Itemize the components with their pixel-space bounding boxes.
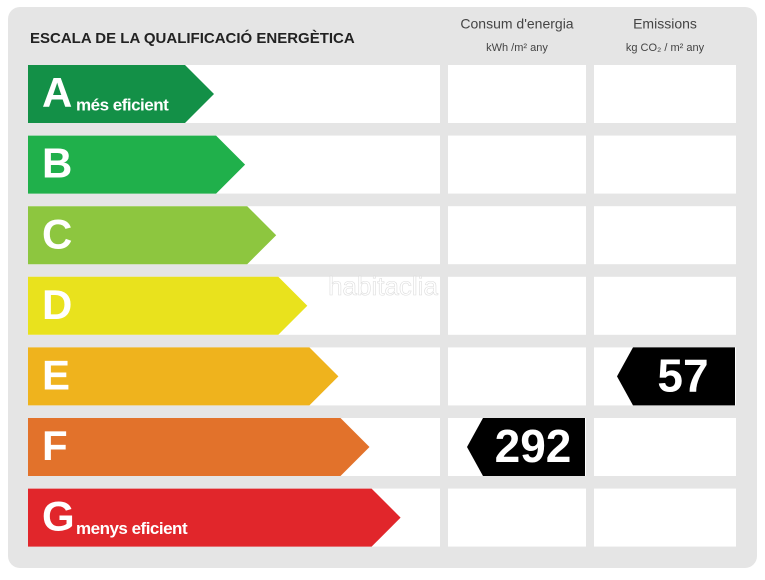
value-label: 57 (657, 350, 708, 402)
column-unit: kg CO₂ / m² any (626, 42, 705, 54)
value-badge (617, 347, 735, 406)
rating-letter: F (42, 422, 68, 469)
cell-box (448, 135, 586, 194)
column-header: Consum d'energia (460, 16, 573, 32)
rating-arrow (28, 418, 370, 476)
rating-arrow (28, 65, 214, 123)
rating-note: menys eficient (76, 519, 188, 538)
cell-box (448, 206, 586, 265)
value-badge (467, 418, 585, 476)
rating-arrow (28, 276, 308, 335)
rating-note: més eficient (76, 95, 169, 114)
cell-box (448, 488, 586, 547)
rating-letter: C (42, 210, 72, 257)
cell-box (594, 276, 736, 335)
cell-box (448, 65, 586, 123)
rating-arrow (28, 206, 277, 265)
cell-box (594, 418, 736, 476)
cell-box (594, 135, 736, 194)
cell-box (594, 65, 736, 123)
cell-box (448, 276, 586, 335)
cell-box (594, 206, 736, 265)
rating-arrow (28, 347, 339, 406)
rating-letter: D (42, 281, 72, 328)
rating-letter: A (42, 69, 72, 116)
cell-box (594, 488, 736, 547)
value-label: 292 (495, 420, 572, 472)
watermark: habitaclia (328, 271, 438, 301)
column-unit: kWh /m² any (486, 42, 548, 54)
cell-box (448, 347, 586, 406)
rating-letter: B (42, 140, 72, 187)
rating-arrow (28, 488, 401, 547)
rating-letter: E (42, 351, 70, 398)
rating-arrow (28, 135, 246, 194)
title: ESCALA DE LA QUALIFICACIÓ ENERGÈTICA (30, 29, 355, 47)
column-header: Emissions (633, 16, 697, 32)
rating-letter: G (42, 493, 75, 540)
